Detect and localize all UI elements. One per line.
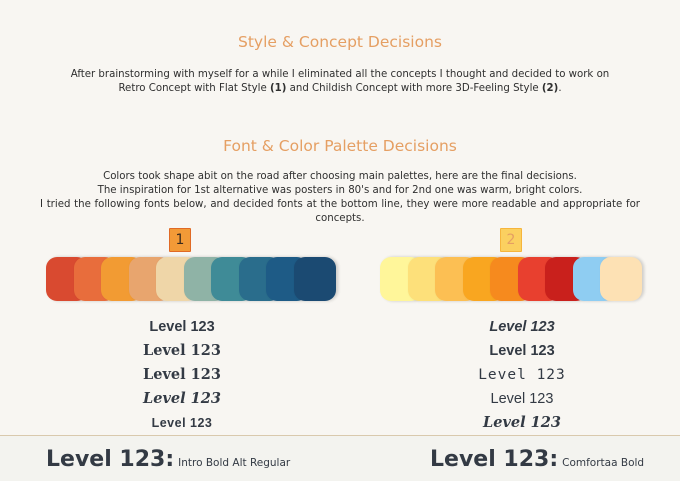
text-part: . <box>558 83 562 94</box>
divider <box>0 435 680 436</box>
font-sample: Level 123 <box>489 343 555 359</box>
font-samples-alternative-1: Level 123 Level 123 Level 123 Level 123 … <box>82 315 282 435</box>
font-sample: Level 123 <box>490 391 554 407</box>
section-title-style-concept: Style & Concept Decisions <box>238 33 442 51</box>
concept-number: (2) <box>541 83 559 94</box>
final-font-name: Comfortaa Bold <box>562 457 645 469</box>
font-sample: Level 123 <box>489 319 555 335</box>
palette-alternative-2 <box>380 257 642 301</box>
font-sample: Level 123 <box>478 367 566 383</box>
final-font-alternative-1: Level 123: Intro Bold Alt Regular <box>46 447 290 473</box>
alternative-1-badge: 1 <box>169 228 191 252</box>
palette-alternative-1 <box>46 257 336 301</box>
text-part: and Childish Concept with more 3D-Feelin… <box>286 83 542 94</box>
alternative-2-badge: 2 <box>500 228 522 252</box>
color-swatch <box>293 257 336 301</box>
font-sample: Level 123 <box>151 416 213 430</box>
final-fonts-band <box>0 436 680 481</box>
description-line: Colors took shape abit on the road after… <box>103 171 577 182</box>
final-font-name: Intro Bold Alt Regular <box>178 457 291 469</box>
final-font-sample: Level 123: <box>46 447 175 472</box>
text-part: Retro Concept with Flat Style <box>118 83 270 94</box>
font-sample: Level 123 <box>483 414 561 431</box>
description-line: I tried the following fonts below, and d… <box>40 199 640 224</box>
style-concept-description: After brainstorming with myself for a wh… <box>40 68 640 96</box>
font-color-description: Colors took shape abit on the road after… <box>40 170 640 226</box>
final-font-alternative-2: Level 123: Comfortaa Bold <box>430 447 644 473</box>
color-swatch <box>600 257 642 301</box>
section-title-font-color: Font & Color Palette Decisions <box>223 137 457 155</box>
final-font-sample: Level 123: <box>430 447 559 472</box>
font-sample: Level 123 <box>143 366 221 383</box>
description-line: After brainstorming with myself for a wh… <box>70 69 610 80</box>
description-line: Retro Concept with Flat Style (1) and Ch… <box>40 82 640 96</box>
concept-number: (1) <box>269 83 287 94</box>
font-samples-alternative-2: Level 123 Level 123 Level 123 Level 123 … <box>422 315 622 435</box>
font-sample: Level 123 <box>143 390 221 407</box>
font-sample: Level 123 <box>149 319 215 335</box>
font-sample: Level 123 <box>143 342 221 359</box>
description-line: The inspiration for 1st alternative was … <box>97 185 583 196</box>
